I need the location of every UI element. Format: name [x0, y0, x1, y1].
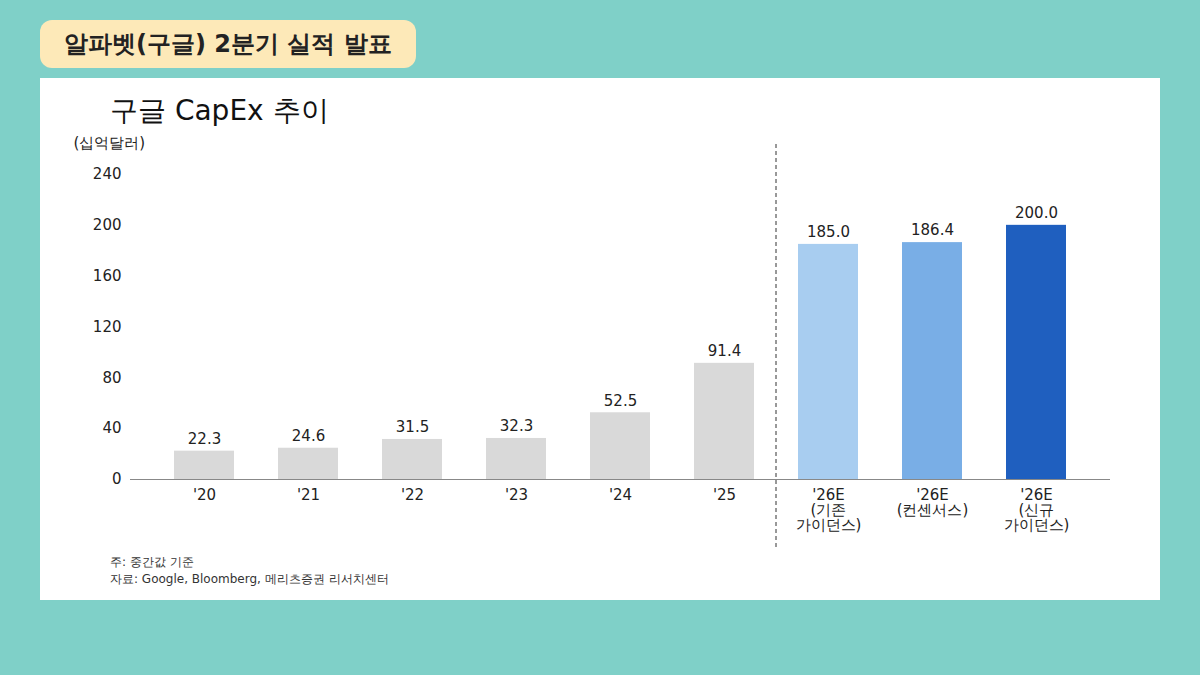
svg-text:120: 120 [93, 318, 122, 336]
svg-text:'26E(기존가이던스): '26E(기존가이던스) [796, 486, 862, 534]
svg-text:24.6: 24.6 [292, 427, 325, 445]
svg-text:'25: '25 [713, 486, 736, 504]
svg-text:160: 160 [93, 267, 122, 285]
svg-text:185.0: 185.0 [807, 223, 850, 241]
svg-text:80: 80 [102, 369, 121, 387]
html-text:자료: Google, Bloomberg, 메리츠증권 리: 자료: Google, Bloomberg, 메리츠증권 리서치센터 [110, 572, 389, 586]
svg-text:'22: '22 [401, 486, 424, 504]
html-text:주: 중간값 기준: 주: 중간값 기준 [110, 555, 194, 569]
html-text:알파벳(구글) 2분기 실적 발표: 알파벳(구글) 2분기 실적 발표 [64, 30, 392, 58]
svg-text:'23: '23 [505, 486, 528, 504]
svg-text:91.4: 91.4 [708, 342, 741, 360]
svg-text:52.5: 52.5 [604, 392, 637, 410]
svg-text:186.4: 186.4 [911, 221, 954, 239]
svg-text:'21: '21 [297, 486, 320, 504]
svg-text:'24: '24 [609, 486, 632, 504]
svg-text:22.3: 22.3 [188, 430, 221, 448]
svg-text:'26E(신규가이던스): '26E(신규가이던스) [1004, 486, 1070, 534]
svg-text:'26E(컨센서스): '26E(컨센서스) [897, 486, 969, 519]
svg-text:(십억달러): (십억달러) [74, 134, 146, 152]
svg-text:200.0: 200.0 [1015, 204, 1058, 222]
svg-text:200: 200 [93, 216, 122, 234]
svg-text:0: 0 [112, 470, 122, 488]
svg-text:240: 240 [93, 165, 122, 183]
html-text:구글 CapEx 추이: 구글 CapEx 추이 [110, 94, 329, 127]
svg-text:31.5: 31.5 [396, 418, 429, 436]
svg-text:40: 40 [102, 419, 121, 437]
svg-text:'20: '20 [193, 486, 216, 504]
svg-text:32.3: 32.3 [500, 417, 533, 435]
